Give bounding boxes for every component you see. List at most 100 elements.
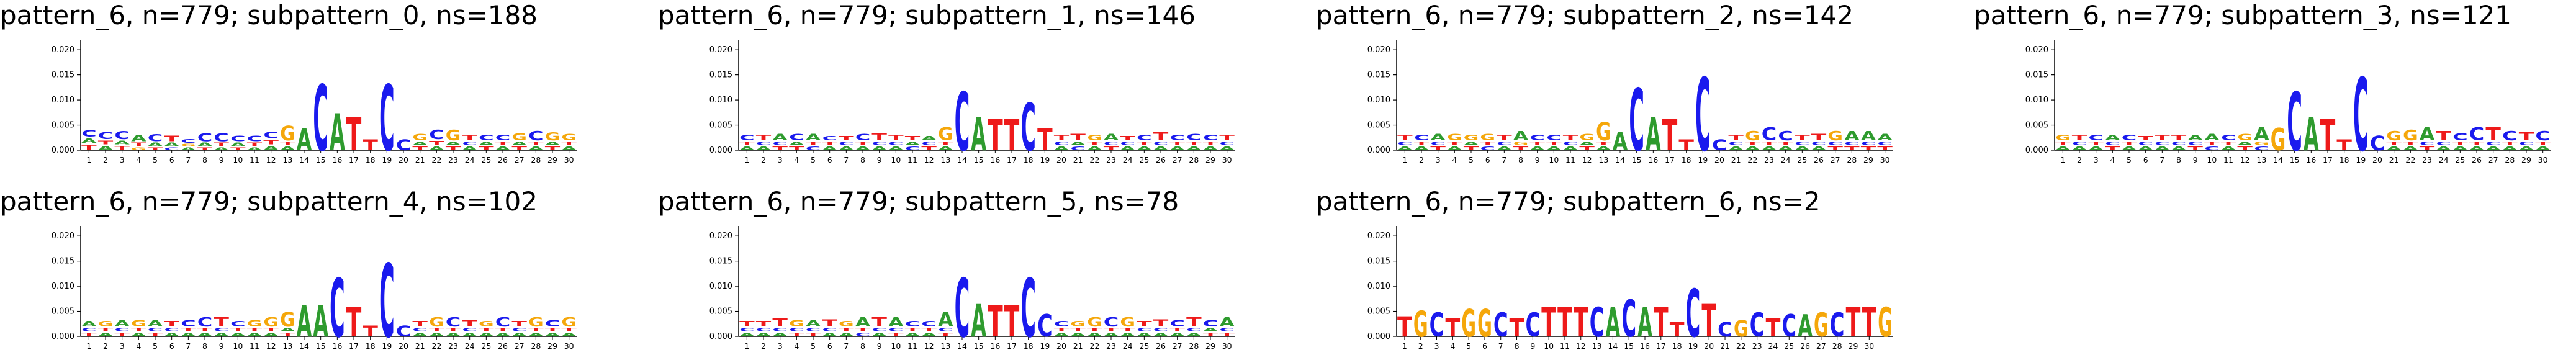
logo-letter-C: C (1020, 91, 1036, 167)
logo-panel-5: pattern_6, n=779; subpattern_5, ns=78 0.0… (658, 186, 1279, 360)
x-tick-label: 10 (233, 155, 243, 164)
x-tick-label: 16 (990, 155, 1000, 164)
x-tick-label: 21 (415, 155, 425, 164)
logo-letter-glyph: C (921, 141, 937, 146)
logo-letter-A: A (197, 332, 214, 338)
sequence-logo-svg: 0.0000.0050.0100.0150.0201T2G3C4T5G6G7C8… (1367, 226, 1893, 352)
logo-letter-T: T (131, 327, 147, 333)
logo-letter-glyph: A (2386, 146, 2402, 151)
logo-letter-glyph: C (2353, 58, 2369, 174)
logo-letter-glyph: T (1861, 146, 1877, 151)
x-tick-label: 21 (1731, 155, 1741, 164)
logo-panel-1: pattern_6, n=779; subpattern_1, ns=146 0.… (658, 0, 1279, 174)
x-tick-label: 22 (1089, 341, 1099, 351)
x-tick-label: 14 (1615, 155, 1625, 164)
logo-letter-C: C (2452, 131, 2468, 143)
x-tick-label: 28 (1189, 155, 1199, 164)
logo-letter-A: A (528, 146, 544, 151)
logo-letter-A: A (1219, 315, 1235, 330)
logo-letter-glyph: A (1798, 310, 1813, 344)
x-tick-label: 11 (1565, 155, 1575, 164)
logo-letter-glyph: G (1447, 132, 1462, 142)
logo-letter-C: C (1529, 133, 1545, 142)
x-tick-label: 19 (1040, 341, 1050, 351)
logo-letter-glyph: G (789, 318, 804, 328)
x-tick-label: 30 (1880, 155, 1890, 164)
logo-letter-A: A (2221, 146, 2237, 151)
x-tick-label: 21 (1720, 341, 1730, 351)
logo-letter-glyph: A (1447, 146, 1463, 151)
x-tick-label: 13 (2256, 155, 2266, 164)
logo-letter-glyph: T (822, 141, 838, 146)
logo-letter-glyph: A (181, 332, 197, 338)
logo-letter-C: C (1169, 318, 1185, 328)
x-tick-label: 24 (1781, 155, 1791, 164)
logo-letter-G: G (2055, 133, 2071, 142)
logo-letter-glyph: T (1004, 111, 1020, 161)
logo-letter-A: A (2122, 146, 2138, 151)
logo-letter-G: G (280, 307, 295, 331)
logo-letter-C: C (528, 129, 544, 143)
logo-letter-glyph: A (230, 142, 246, 147)
logo-letter-A: A (2254, 124, 2269, 145)
x-tick-label: 23 (1106, 155, 1116, 164)
logo-letter-glyph: T (1104, 146, 1120, 151)
logo-letter-glyph: C (1728, 141, 1744, 146)
logo-letter-C: C (1778, 129, 1793, 143)
logo-letter-G: G (1447, 132, 1462, 142)
logo-letter-glyph: T (1186, 315, 1202, 330)
logo-letter-glyph: C (1137, 133, 1152, 142)
logo-letter-glyph: T (1862, 300, 1876, 346)
logo-letter-glyph: C (2122, 133, 2137, 142)
logo-letter-T: T (1827, 146, 1844, 151)
logo-letter-A: A (2469, 146, 2485, 151)
x-tick-label: 10 (891, 341, 901, 351)
logo-letter-T: T (1846, 300, 1861, 346)
logo-letter-C: C (756, 327, 772, 333)
logo-letter-glyph: A (280, 327, 296, 333)
logo-letter-glyph: A (822, 146, 838, 151)
y-tick-label: 0.010 (52, 96, 74, 105)
logo-letter-C: C (921, 320, 937, 328)
y-tick-label: 0.020 (1367, 232, 1390, 241)
y-tick-label: 0.020 (709, 232, 732, 241)
logo-letter-glyph: T (164, 134, 180, 143)
logo-letter-C: C (2155, 141, 2170, 146)
logo-letter-glyph: A (462, 332, 478, 338)
logo-letter-C: C (955, 263, 970, 356)
logo-letter-A: A (561, 146, 577, 151)
x-tick-label: 30 (1222, 155, 1232, 164)
x-tick-label: 29 (1205, 341, 1215, 351)
logo-letter-glyph: A (495, 332, 511, 338)
logo-letter-glyph: A (921, 332, 937, 338)
x-tick-label: 4 (794, 155, 799, 164)
logo-letter-glyph: A (297, 297, 312, 347)
y-tick-label: 0.010 (2025, 96, 2048, 105)
logo-letter-C: C (1629, 71, 1644, 171)
x-tick-label: 27 (1831, 155, 1840, 164)
logo-letter-C: C (2485, 141, 2501, 146)
logo-letter-A: A (412, 332, 428, 338)
logo-letter-glyph: G (280, 307, 295, 331)
logo-letter-glyph: C (1778, 129, 1793, 143)
logo-letter-C: C (396, 322, 412, 340)
logo-letter-glyph: C (855, 332, 871, 338)
logo-letter-A: A (1087, 332, 1103, 338)
logo-letter-T: T (263, 139, 279, 146)
logo-letter-A: A (1606, 300, 1621, 346)
logo-letter-T: T (839, 327, 855, 333)
logo-letter-T: T (2088, 141, 2104, 146)
logo-letter-glyph: G (2237, 132, 2253, 142)
logo-letter-A: A (131, 133, 146, 143)
logo-letter-C: C (1430, 141, 1446, 146)
logo-letter-glyph: A (528, 332, 544, 338)
logo-letter-A: A (855, 146, 871, 151)
logo-letter-glyph: C (1203, 133, 1218, 142)
logo-letter-A: A (2420, 124, 2435, 145)
logo-letter-G: G (1814, 306, 1829, 344)
logo-letter-glyph: T (1654, 300, 1669, 346)
logo-letter-C: C (2204, 146, 2220, 151)
logo-letter-T: T (247, 327, 263, 333)
logo-letter-glyph: C (1186, 327, 1202, 333)
logo-letter-glyph: C (1153, 141, 1169, 146)
